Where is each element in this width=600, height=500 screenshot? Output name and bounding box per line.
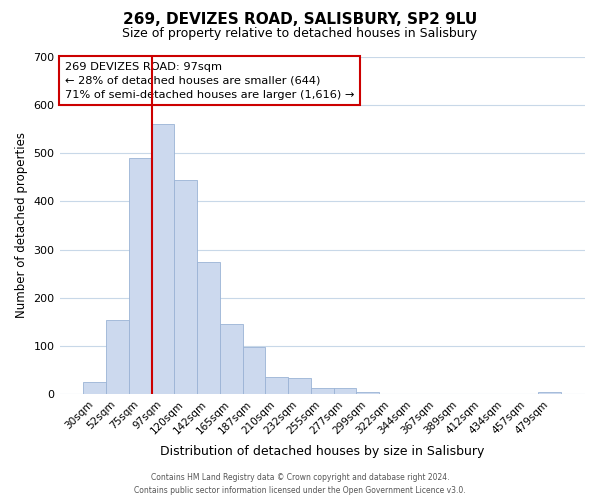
Bar [106, 320, 129, 394]
Bar [242, 347, 265, 395]
Text: 269 DEVIZES ROAD: 97sqm
← 28% of detached houses are smaller (644)
71% of semi-d: 269 DEVIZES ROAD: 97sqm ← 28% of detache… [65, 62, 354, 100]
Text: Contains HM Land Registry data © Crown copyright and database right 2024.
Contai: Contains HM Land Registry data © Crown c… [134, 473, 466, 495]
Bar [197, 262, 220, 394]
Bar [311, 388, 334, 394]
X-axis label: Distribution of detached houses by size in Salisbury: Distribution of detached houses by size … [160, 444, 484, 458]
Y-axis label: Number of detached properties: Number of detached properties [15, 132, 28, 318]
Bar [129, 158, 152, 394]
Bar [356, 392, 379, 394]
Bar [152, 124, 175, 394]
Bar [175, 180, 197, 394]
Bar [265, 376, 288, 394]
Text: 269, DEVIZES ROAD, SALISBURY, SP2 9LU: 269, DEVIZES ROAD, SALISBURY, SP2 9LU [123, 12, 477, 28]
Bar [334, 388, 356, 394]
Bar [538, 392, 561, 394]
Bar [220, 324, 242, 394]
Text: Size of property relative to detached houses in Salisbury: Size of property relative to detached ho… [122, 28, 478, 40]
Bar [288, 378, 311, 394]
Bar [83, 382, 106, 394]
